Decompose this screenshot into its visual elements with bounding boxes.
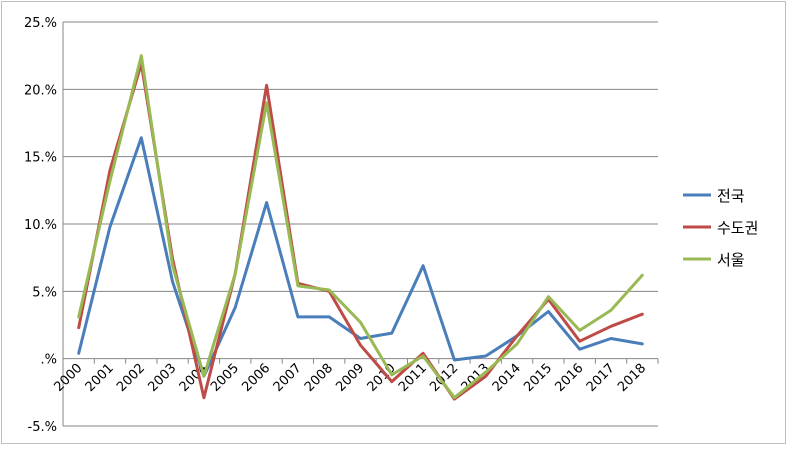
y-tick-label: 10.% xyxy=(24,218,57,233)
y-tick-label: 20.% xyxy=(24,83,57,98)
x-tick-label: 2008 xyxy=(302,361,336,395)
x-tick-label: 2010 xyxy=(365,361,399,395)
x-tick-labels: 2000200120022003200420052006200720082009… xyxy=(51,361,649,395)
series-lines xyxy=(77,54,644,401)
x-tick-label: 2018 xyxy=(615,361,649,395)
legend-label: 서울 xyxy=(717,251,745,269)
series-line-1 xyxy=(77,136,644,378)
gridlines xyxy=(62,21,659,427)
y-tick-label: 25.% xyxy=(24,16,57,31)
x-tick-label: 2015 xyxy=(521,361,555,395)
x-tick-label: 2001 xyxy=(83,361,117,395)
y-tick-label: .% xyxy=(41,353,58,368)
x-tick-label: 2003 xyxy=(145,361,179,395)
x-tick-label: 2009 xyxy=(333,361,367,395)
x-tick-label: 2006 xyxy=(239,361,273,395)
series-line-3 xyxy=(77,54,644,400)
series-line-2 xyxy=(77,62,644,401)
x-tick-label: 2007 xyxy=(271,361,305,395)
x-tick-label: 2016 xyxy=(553,361,587,395)
x-tick-label: 2002 xyxy=(114,361,148,395)
legend-label: 수도권 xyxy=(717,219,758,237)
legend-label: 전국 xyxy=(717,187,745,205)
y-tick-label: 5.% xyxy=(32,285,57,300)
y-tick-label: -5.% xyxy=(28,420,57,435)
y-tick-labels: -5.%.% 5.% 10.% 15.% 20.% 25.% xyxy=(24,16,57,435)
y-tick-label: 15.% xyxy=(24,151,57,166)
x-tick-label: 2017 xyxy=(584,361,618,395)
x-tick-label: 2011 xyxy=(396,361,430,395)
